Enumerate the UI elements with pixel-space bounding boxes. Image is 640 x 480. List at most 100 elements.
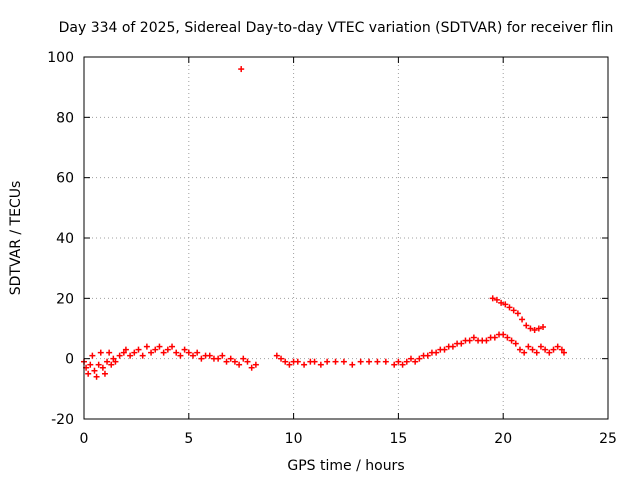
data-point	[294, 358, 301, 365]
data-point	[120, 349, 127, 356]
data-point	[101, 370, 108, 377]
data-point	[219, 352, 226, 359]
plot-frame	[83, 56, 609, 420]
data-point	[122, 346, 129, 353]
data-point	[519, 316, 526, 323]
data-point	[502, 301, 509, 308]
data-point	[189, 352, 196, 359]
data-point	[466, 337, 473, 344]
data-point	[483, 337, 490, 344]
data-point	[110, 355, 117, 362]
data-point	[112, 358, 119, 365]
y-tick-label: 60	[56, 171, 74, 187]
data-point	[491, 334, 498, 341]
data-point	[554, 343, 561, 350]
y-tick-label: 80	[56, 110, 74, 126]
data-point	[395, 358, 402, 365]
data-point	[87, 361, 94, 368]
data-point	[131, 349, 138, 356]
data-point	[550, 346, 557, 353]
data-point	[357, 358, 364, 365]
data-point	[324, 358, 331, 365]
data-point	[560, 349, 567, 356]
data-point	[458, 340, 465, 347]
data-point	[301, 361, 308, 368]
data-point	[407, 355, 414, 362]
data-point	[311, 358, 318, 365]
data-point	[433, 349, 440, 356]
x-axis-label: GPS time / hours	[287, 458, 404, 474]
data-point	[215, 355, 222, 362]
data-point	[514, 310, 521, 317]
y-tick-label: 100	[47, 50, 74, 66]
data-point	[156, 343, 163, 350]
data-point	[194, 349, 201, 356]
data-point	[504, 334, 511, 341]
data-point	[449, 343, 456, 350]
data-point	[231, 358, 238, 365]
data-point	[531, 327, 538, 334]
data-point	[282, 358, 289, 365]
data-point	[278, 355, 285, 362]
data-point	[240, 355, 247, 362]
data-point	[366, 358, 373, 365]
data-point	[227, 355, 234, 362]
data-point	[236, 361, 243, 368]
chart-title: Day 334 of 2025, Sidereal Day-to-day VTE…	[59, 20, 614, 36]
data-point	[181, 346, 188, 353]
data-point	[160, 349, 167, 356]
data-point	[523, 322, 530, 329]
data-point	[349, 361, 356, 368]
x-tick-label: 10	[285, 431, 303, 447]
data-point	[108, 361, 115, 368]
x-tick-label: 0	[80, 431, 89, 447]
data-point	[97, 349, 104, 356]
data-point	[542, 346, 549, 353]
x-tick-label: 15	[389, 431, 407, 447]
data-point	[506, 304, 513, 311]
grid-lines	[84, 57, 608, 419]
data-point	[248, 364, 255, 371]
data-point	[173, 349, 180, 356]
data-point	[493, 296, 500, 303]
data-point	[403, 358, 410, 365]
data-point	[529, 346, 536, 353]
data-point	[177, 352, 184, 359]
data-point	[382, 358, 389, 365]
data-point	[521, 349, 528, 356]
data-point	[116, 352, 123, 359]
data-point	[441, 346, 448, 353]
data-point	[498, 299, 505, 306]
data-point	[391, 361, 398, 368]
data-point	[198, 355, 205, 362]
data-point	[85, 370, 92, 377]
data-point	[139, 352, 146, 359]
x-tick-label: 20	[494, 431, 512, 447]
data-point	[332, 358, 339, 365]
y-tick-label: 40	[56, 231, 74, 247]
data-point	[93, 373, 100, 380]
data-point	[412, 358, 419, 365]
data-point	[244, 358, 251, 365]
data-point	[185, 349, 192, 356]
data-point	[91, 367, 98, 374]
data-point	[535, 325, 542, 332]
data-point	[95, 361, 102, 368]
data-point	[106, 349, 113, 356]
data-point	[206, 352, 213, 359]
data-point	[164, 346, 171, 353]
data-point	[470, 334, 477, 341]
y-tick-label: -20	[51, 412, 74, 428]
data-point	[510, 307, 517, 314]
data-point	[500, 331, 507, 338]
data-point	[273, 352, 280, 359]
data-point	[238, 66, 245, 73]
data-point	[223, 358, 230, 365]
data-point	[99, 364, 106, 371]
y-axis-label: SDTVAR / TECUs	[8, 181, 24, 296]
data-point	[340, 358, 347, 365]
data-point	[424, 352, 431, 359]
data-point	[169, 343, 176, 350]
data-points	[81, 66, 567, 380]
